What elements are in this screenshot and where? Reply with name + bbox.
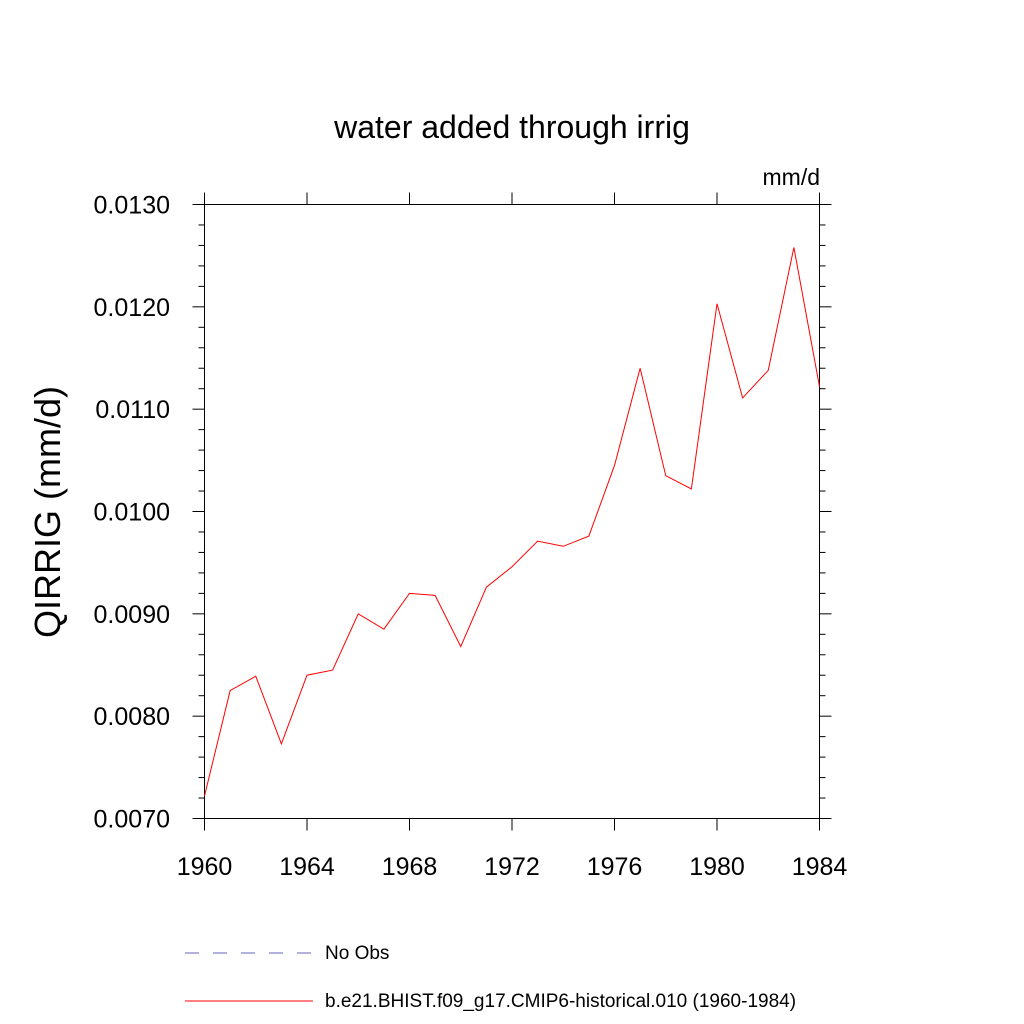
plot-frame <box>204 204 820 819</box>
legend: No Obs b.e21.BHIST.f09_g17.CMIP6-histori… <box>185 943 796 1012</box>
y-tick-label: 0.0070 <box>94 806 170 834</box>
series-line <box>204 247 820 797</box>
x-tick-label: 1984 <box>792 853 848 881</box>
chart-title: water added through irrig <box>333 109 690 145</box>
data-layer <box>204 247 820 797</box>
y-tick-label: 0.0100 <box>94 499 170 527</box>
y-tick-label: 0.0090 <box>94 601 170 629</box>
y-tick-label: 0.0130 <box>94 192 170 220</box>
x-tick-label: 1972 <box>484 853 540 881</box>
units-label: mm/d <box>763 164 821 190</box>
legend-label-historical: b.e21.BHIST.f09_g17.CMIP6-historical.010… <box>325 991 796 1012</box>
y-axis-label: QIRRIG (mm/d) <box>27 386 68 638</box>
axis-ticks: 1960 1964 1968 1972 1976 1980 1984 0.0070 0.0080… <box>94 192 848 882</box>
legend-label-no-obs: No Obs <box>325 943 389 964</box>
y-tick-label: 0.0110 <box>95 396 170 424</box>
y-tick-label: 0.0080 <box>94 703 170 731</box>
y-tick-label: 0.0120 <box>94 294 170 322</box>
x-tick-label: 1964 <box>279 853 335 881</box>
x-tick-label: 1968 <box>382 853 438 881</box>
x-tick-label: 1976 <box>587 853 643 881</box>
x-tick-label: 1980 <box>689 853 745 881</box>
x-tick-label: 1960 <box>177 853 233 881</box>
